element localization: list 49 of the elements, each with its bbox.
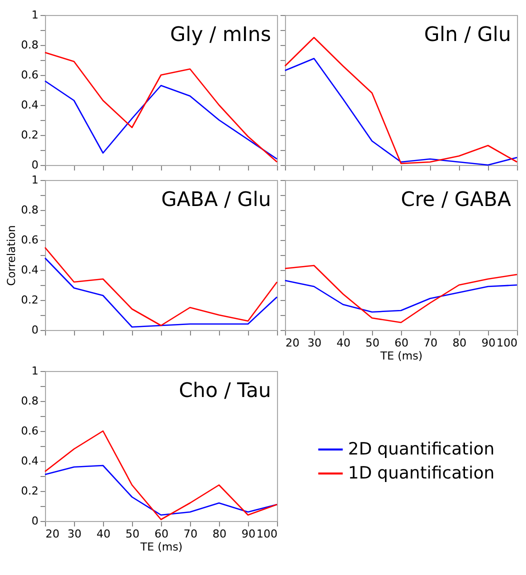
y-tick-label: 0.4 bbox=[21, 98, 38, 112]
x-tick-label: 30 bbox=[308, 336, 322, 350]
chart-title: Gln / Glu bbox=[424, 22, 511, 46]
x-tick-label: 60 bbox=[394, 336, 408, 350]
x-tick-label: 20 bbox=[286, 336, 300, 350]
x-tick-label: 80 bbox=[452, 336, 466, 350]
y-axis-title: Correlation bbox=[5, 225, 18, 286]
chart-title: Cre / GABA bbox=[400, 187, 512, 211]
y-tick-label: 0.8 bbox=[21, 394, 38, 408]
x-tick-label: 30 bbox=[68, 528, 82, 540]
legend-label: 1D quantification bbox=[348, 464, 494, 484]
x-tick-label: 90 bbox=[482, 336, 496, 350]
chart-title: GABA / Glu bbox=[161, 187, 271, 211]
x-tick-label: 90 bbox=[242, 528, 256, 540]
x-tick-label: 60 bbox=[154, 528, 168, 540]
line-series bbox=[44, 80, 278, 160]
x-tick-label: 20 bbox=[46, 528, 60, 540]
y-tick-label: 0.6 bbox=[21, 68, 38, 82]
y-tick-label: 0.6 bbox=[21, 234, 38, 246]
y-tick-label: 0 bbox=[32, 158, 38, 172]
x-tick-label: 80 bbox=[212, 528, 226, 540]
line-series bbox=[44, 52, 278, 163]
x-tick-label: 100 bbox=[256, 528, 278, 540]
y-tick-label: 1 bbox=[32, 8, 38, 22]
legend-label: 2D quantification bbox=[348, 440, 494, 460]
x-tick-label: 50 bbox=[126, 528, 140, 540]
y-tick-label: 0.6 bbox=[21, 424, 38, 438]
x-axis-title: TE (ms) bbox=[379, 350, 423, 362]
y-tick-label: 0.2 bbox=[21, 128, 38, 142]
chart-title: Cho / Tau bbox=[178, 378, 271, 402]
y-tick-label: 0.2 bbox=[21, 294, 38, 306]
y-tick-label: 1 bbox=[32, 174, 38, 186]
y-tick-label: 0.4 bbox=[21, 264, 38, 276]
y-tick-label: 0.4 bbox=[21, 454, 38, 468]
x-tick-label: 100 bbox=[496, 336, 518, 350]
line-series bbox=[44, 464, 278, 516]
y-tick-label: 0 bbox=[32, 324, 38, 336]
y-tick-label: 0.8 bbox=[21, 204, 38, 216]
x-tick-label: 40 bbox=[96, 528, 110, 540]
x-tick-label: 70 bbox=[184, 528, 198, 540]
x-tick-label: 70 bbox=[424, 336, 438, 350]
y-tick-label: 1 bbox=[32, 364, 38, 378]
y-tick-label: 0 bbox=[32, 514, 38, 528]
x-axis-title: TE (ms) bbox=[139, 540, 183, 554]
x-tick-label: 50 bbox=[366, 336, 380, 350]
chart-title: Gly / mIns bbox=[170, 22, 271, 46]
x-tick-label: 40 bbox=[336, 336, 350, 350]
y-tick-label: 0.8 bbox=[21, 38, 38, 52]
y-tick-label: 0.2 bbox=[21, 484, 38, 498]
